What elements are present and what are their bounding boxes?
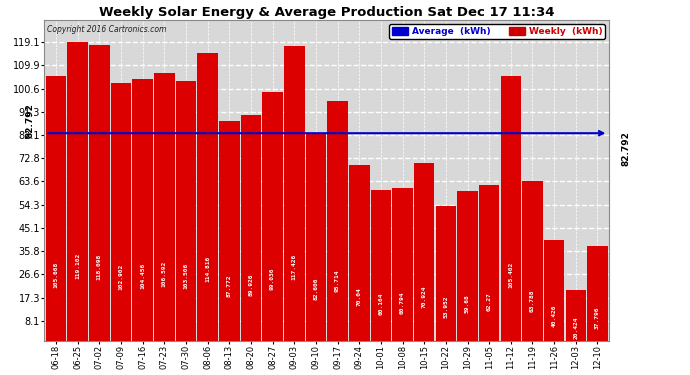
Bar bbox=[327, 101, 348, 341]
Bar bbox=[587, 246, 608, 341]
Bar bbox=[262, 92, 283, 341]
Text: 89.926: 89.926 bbox=[248, 273, 253, 296]
Text: 60.164: 60.164 bbox=[378, 292, 384, 315]
Bar bbox=[457, 191, 477, 341]
Bar bbox=[110, 83, 131, 341]
Text: 106.592: 106.592 bbox=[162, 261, 167, 287]
Bar bbox=[392, 188, 413, 341]
Bar bbox=[46, 76, 66, 341]
Bar bbox=[349, 165, 370, 341]
Bar bbox=[544, 240, 564, 341]
Text: 99.036: 99.036 bbox=[270, 268, 275, 290]
Text: 82.606: 82.606 bbox=[313, 278, 318, 300]
Text: 63.788: 63.788 bbox=[530, 290, 535, 312]
Legend: Average  (kWh), Weekly  (kWh): Average (kWh), Weekly (kWh) bbox=[389, 24, 605, 39]
Text: 105.402: 105.402 bbox=[509, 262, 513, 288]
Bar bbox=[522, 181, 543, 341]
Bar bbox=[435, 206, 456, 341]
Title: Weekly Solar Energy & Average Production Sat Dec 17 11:34: Weekly Solar Energy & Average Production… bbox=[99, 6, 555, 18]
Bar bbox=[89, 45, 110, 341]
Bar bbox=[197, 53, 218, 341]
Text: 20.424: 20.424 bbox=[573, 317, 578, 339]
Text: 95.714: 95.714 bbox=[335, 270, 340, 292]
Text: 82.792: 82.792 bbox=[26, 103, 34, 138]
Text: 59.68: 59.68 bbox=[465, 294, 470, 313]
Bar bbox=[566, 290, 586, 341]
Text: 114.816: 114.816 bbox=[205, 256, 210, 282]
Text: 53.952: 53.952 bbox=[444, 296, 448, 318]
Text: 37.796: 37.796 bbox=[595, 306, 600, 328]
Text: Copyright 2016 Cartronics.com: Copyright 2016 Cartronics.com bbox=[47, 24, 166, 33]
Text: 70.924: 70.924 bbox=[422, 285, 426, 308]
Text: 103.506: 103.506 bbox=[184, 263, 188, 289]
Text: 40.426: 40.426 bbox=[551, 304, 557, 327]
Bar bbox=[414, 163, 435, 341]
Bar bbox=[306, 134, 326, 341]
Text: 82.792: 82.792 bbox=[621, 131, 630, 166]
Bar bbox=[241, 115, 262, 341]
Text: 118.098: 118.098 bbox=[97, 254, 102, 280]
Text: 119.102: 119.102 bbox=[75, 253, 80, 279]
Text: 105.668: 105.668 bbox=[54, 262, 59, 288]
Bar bbox=[219, 121, 239, 341]
Text: 104.456: 104.456 bbox=[140, 262, 145, 289]
Bar bbox=[500, 76, 521, 341]
Text: 70.04: 70.04 bbox=[357, 288, 362, 306]
Text: 102.902: 102.902 bbox=[119, 263, 124, 290]
Bar bbox=[371, 190, 391, 341]
Bar bbox=[479, 185, 500, 341]
Bar bbox=[68, 42, 88, 341]
Text: 60.794: 60.794 bbox=[400, 292, 405, 314]
Bar bbox=[284, 46, 304, 341]
Bar bbox=[132, 79, 153, 341]
Text: 117.426: 117.426 bbox=[292, 254, 297, 280]
Bar bbox=[154, 74, 175, 341]
Bar bbox=[176, 81, 196, 341]
Text: 87.772: 87.772 bbox=[227, 275, 232, 297]
Text: 62.27: 62.27 bbox=[486, 292, 492, 311]
